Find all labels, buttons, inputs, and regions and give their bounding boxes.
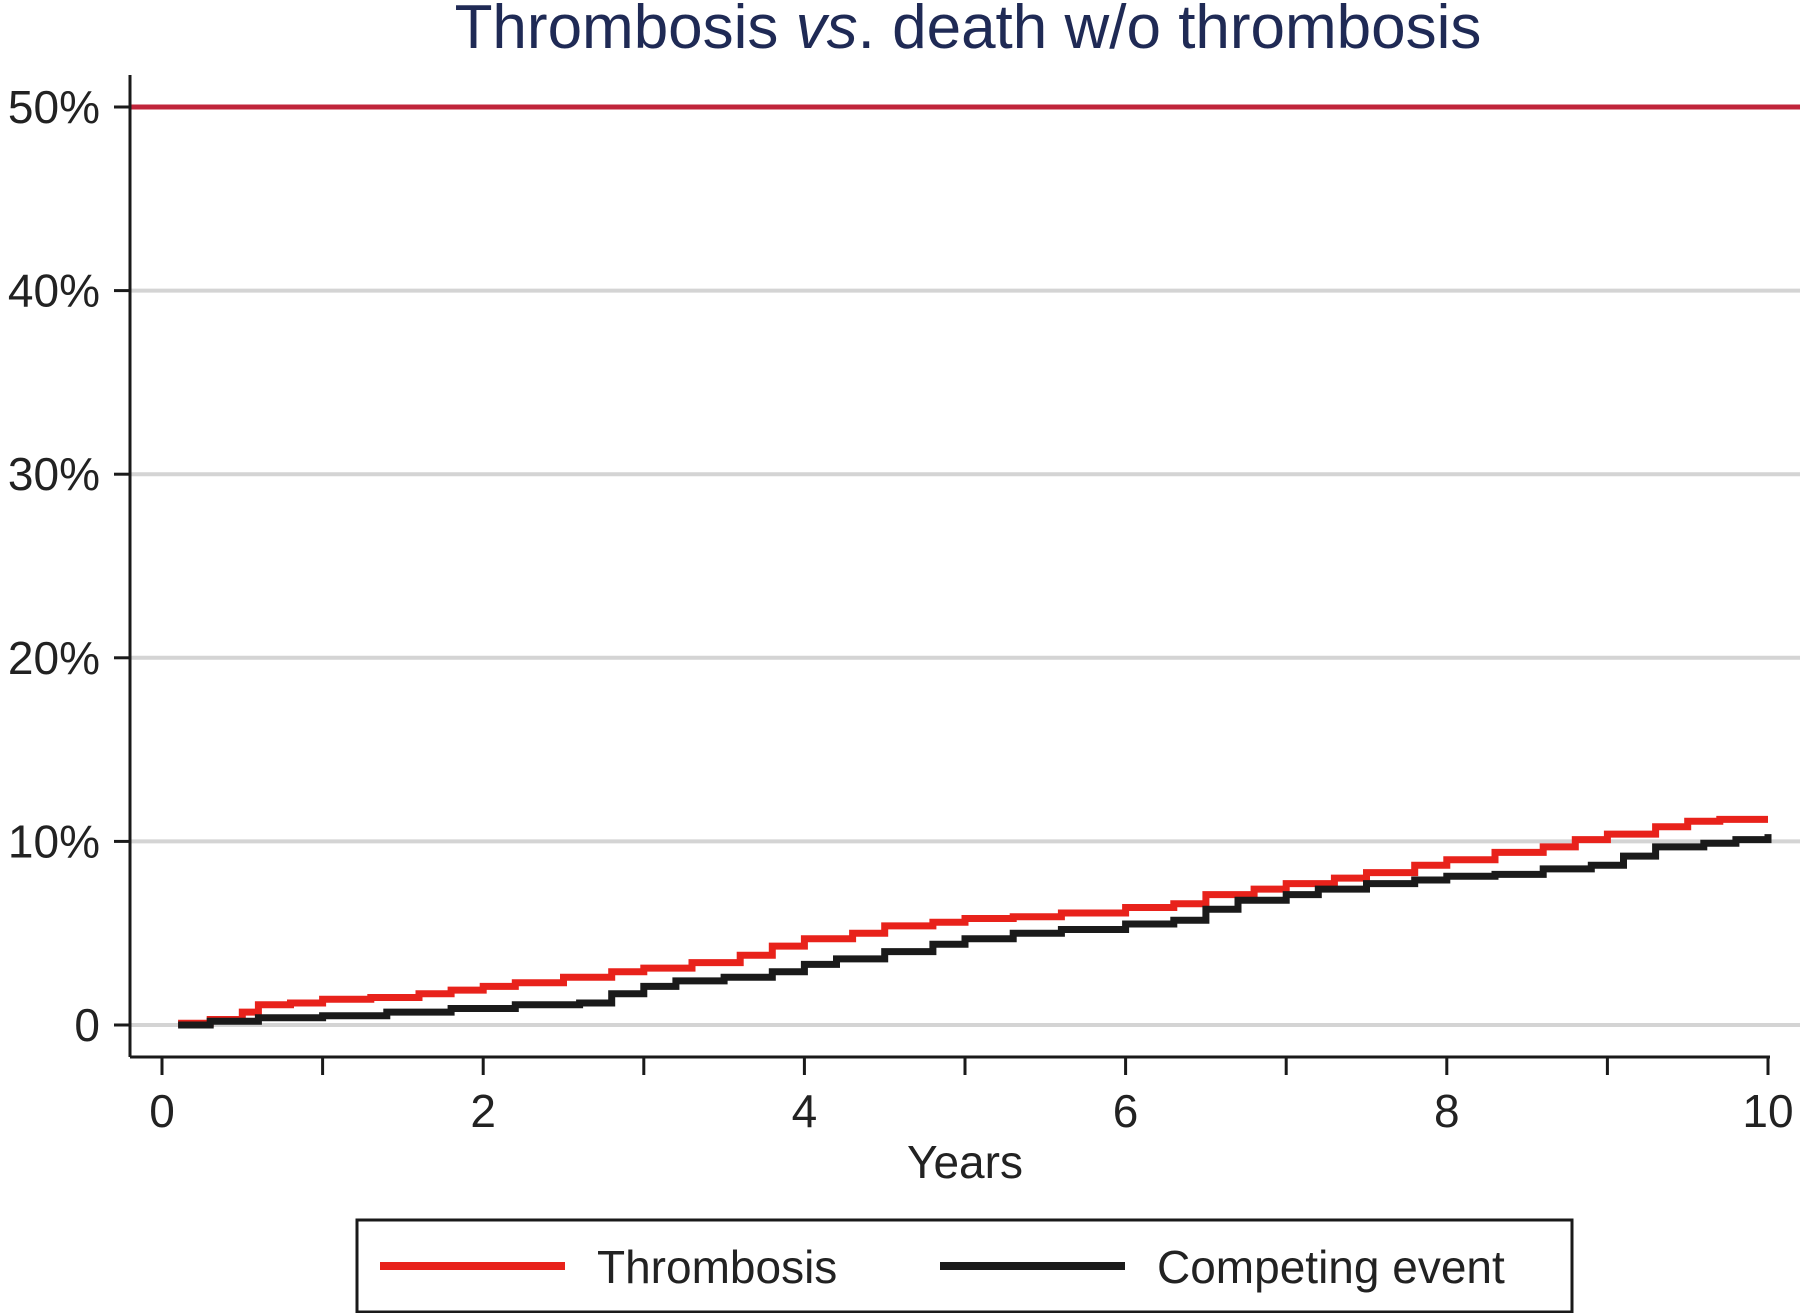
series-line-thrombosis bbox=[178, 815, 1768, 1027]
x-tick-label: 0 bbox=[149, 1085, 175, 1137]
y-tick-label: 0 bbox=[74, 999, 100, 1051]
series-line-competing-event bbox=[178, 834, 1772, 1029]
x-tick-label: 8 bbox=[1434, 1085, 1460, 1137]
axes bbox=[114, 75, 1770, 1075]
x-tick-label: 10 bbox=[1742, 1085, 1793, 1137]
chart-title: Thrombosis vs. death w/o thrombosis bbox=[455, 0, 1482, 62]
x-axis-label: Years bbox=[907, 1136, 1023, 1188]
y-tick-label: 40% bbox=[8, 265, 100, 317]
chart-title-italic: vs bbox=[796, 0, 858, 62]
legend-label-competing-event: Competing event bbox=[1157, 1241, 1505, 1293]
y-tick-label: 20% bbox=[8, 632, 100, 684]
x-tick-label: 6 bbox=[1113, 1085, 1139, 1137]
chart-title-suffix: . death w/o thrombosis bbox=[858, 0, 1482, 62]
y-tick-label: 30% bbox=[8, 448, 100, 500]
x-tick-label: 4 bbox=[792, 1085, 818, 1137]
x-tick-label: 2 bbox=[470, 1085, 496, 1137]
legend: Thrombosis Competing event bbox=[355, 1218, 1574, 1313]
series-lines bbox=[178, 815, 1772, 1029]
chart-title-prefix: Thrombosis bbox=[455, 0, 796, 62]
legend-label-thrombosis: Thrombosis bbox=[597, 1241, 837, 1293]
y-tick-label: 10% bbox=[8, 815, 100, 867]
tick-labels: 0 10% 20% 30% 40% 50% 0 2 4 6 8 10 bbox=[8, 81, 1794, 1137]
y-tick-label: 50% bbox=[8, 81, 100, 133]
gridlines bbox=[130, 288, 1800, 1027]
